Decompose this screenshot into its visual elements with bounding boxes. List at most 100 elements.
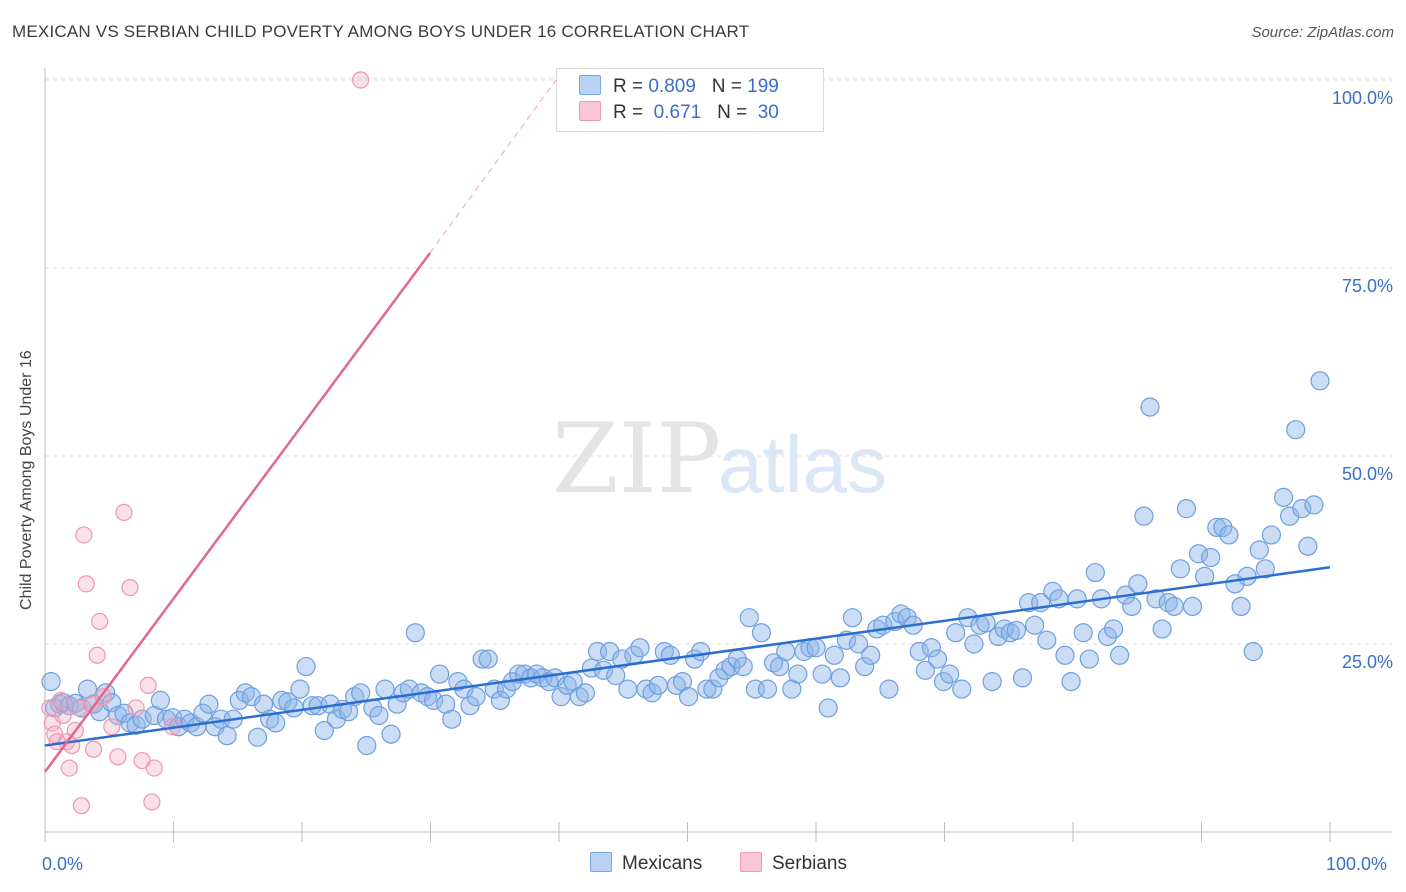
mexicans-point <box>1170 559 1190 579</box>
mexicans-point <box>788 664 808 684</box>
mexicans-point <box>848 634 869 654</box>
mexicans-point <box>1152 619 1172 639</box>
mexicans-point <box>909 641 929 662</box>
mexicans-point <box>940 664 960 684</box>
n-label: N = <box>717 102 748 123</box>
mexicans-point <box>751 623 772 643</box>
legend-swatch-mexicans <box>590 852 612 872</box>
trend-lines <box>43 79 1331 773</box>
mexicans-point <box>496 679 517 699</box>
serbians-point <box>84 740 103 758</box>
mexicans-point <box>1255 559 1275 579</box>
mexicans-point <box>1213 517 1233 538</box>
mexicans-point <box>964 634 984 654</box>
mexicans-point <box>855 656 875 677</box>
mexicans-trend-line <box>44 566 1331 747</box>
legend-row-serbians: R = 0.671 N = 30 <box>579 101 779 125</box>
mexicans-point <box>381 724 401 744</box>
mexicans-point <box>618 679 638 699</box>
legend-item-serbians[interactable]: Serbians <box>740 852 847 875</box>
mexicans-point <box>1055 645 1075 665</box>
mexicans-point <box>703 679 723 699</box>
mexicans-point <box>1207 517 1227 538</box>
mexicans-point <box>296 656 316 677</box>
mexicans-point <box>879 679 899 699</box>
mexicans-point <box>1286 420 1306 440</box>
mexicans-point <box>1146 589 1166 609</box>
mexicans-point <box>776 641 796 662</box>
mexicans-point <box>369 705 389 726</box>
y-tick-50: 50.0% <box>1341 464 1393 484</box>
mexicans-point <box>1164 596 1184 617</box>
serbians-point <box>54 706 72 725</box>
mexicans-point <box>1249 540 1269 560</box>
mexicans-point <box>1310 371 1330 391</box>
mexicans-point <box>1280 506 1300 526</box>
mexicans-point <box>1043 581 1063 601</box>
r-value-mexicans: 0.809 <box>648 76 696 97</box>
mexicans-point <box>612 649 632 669</box>
mexicans-point <box>1025 615 1045 635</box>
serbians-point <box>121 578 139 597</box>
legend-label-mexicans: Mexicans <box>622 853 703 874</box>
mexicans-point <box>1176 499 1197 519</box>
watermark: ZIP atlas <box>552 403 887 515</box>
mexicans-point <box>982 671 1002 692</box>
mexicans-point <box>290 679 310 699</box>
mexicans-point <box>1140 397 1160 417</box>
mexicans-point <box>660 645 680 665</box>
mexicans-point <box>636 679 656 699</box>
mexicans-point <box>1298 536 1318 556</box>
mexicans-point <box>733 656 753 677</box>
mexicans-point <box>199 694 219 714</box>
mexicans-point <box>1067 589 1087 609</box>
mexicans-point <box>891 604 911 624</box>
mexicans-point <box>1201 547 1221 568</box>
mexicans-point <box>1012 668 1033 688</box>
n-value-serbians: 30 <box>757 102 779 123</box>
n-value-mexicans: 199 <box>747 76 779 97</box>
r-label: R = <box>613 102 644 123</box>
mexicans-point <box>1158 593 1178 613</box>
serbians-points <box>41 71 370 815</box>
x-tick-100: 100.0% <box>1326 854 1388 874</box>
mexicans-point <box>1103 619 1124 639</box>
serbians-point <box>143 793 161 811</box>
mexicans-point <box>666 675 687 695</box>
mexicans-point <box>1061 671 1081 692</box>
correlation-legend: R = 0.809 N = 199 R = 0.671 N = 30 <box>556 68 824 132</box>
mexicans-point <box>1097 626 1118 647</box>
x-tick-0: 0.0% <box>42 854 84 874</box>
legend-item-mexicans[interactable]: Mexicans <box>590 852 702 875</box>
mexicans-point <box>794 641 814 662</box>
mexicans-point <box>830 668 850 688</box>
mexicans-point <box>247 727 268 747</box>
watermark-atlas: atlas <box>718 420 887 509</box>
mexicans-point <box>351 683 371 703</box>
mexicans-points <box>41 371 1330 756</box>
mexicans-point <box>915 660 935 680</box>
axes <box>44 68 1392 842</box>
mexicans-point <box>405 623 425 643</box>
serbians-point <box>60 759 78 777</box>
mexicans-point <box>952 679 972 699</box>
mexicans-point <box>1128 574 1148 594</box>
mexicans-point <box>927 649 948 669</box>
mexicans-point <box>472 649 492 669</box>
mexicans-point <box>648 675 668 695</box>
n-label: N = <box>711 76 742 97</box>
legend-swatch-serbians <box>740 852 762 872</box>
serbians-point <box>103 718 121 736</box>
series-legend: Mexicans Serbians <box>0 852 1406 878</box>
mexicans-point <box>569 687 589 707</box>
serbians-point <box>75 526 93 544</box>
mexicans-point <box>1304 495 1324 515</box>
mexicans-point <box>824 645 844 665</box>
serbians-point <box>109 748 127 766</box>
mexicans-point <box>1110 645 1130 665</box>
grid-lines <box>45 77 1392 645</box>
source-credit: Source: ZipAtlas.com <box>1251 24 1394 41</box>
y-tick-100: 100.0% <box>1331 88 1393 108</box>
serbians-point <box>139 676 157 694</box>
